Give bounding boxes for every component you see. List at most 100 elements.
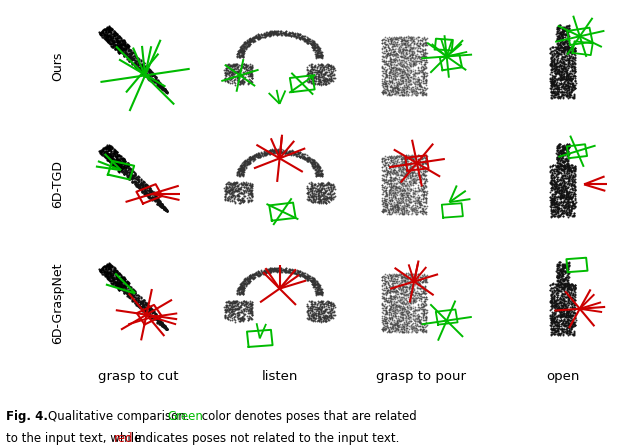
- Point: [408, 180, 418, 187]
- Point: [404, 67, 414, 74]
- Point: [223, 68, 233, 75]
- Point: [246, 77, 256, 84]
- Point: [381, 329, 392, 336]
- Point: [395, 79, 405, 86]
- Point: [244, 156, 255, 163]
- Point: [548, 66, 558, 73]
- Point: [272, 267, 282, 274]
- Point: [404, 60, 415, 67]
- Point: [397, 286, 407, 293]
- Point: [387, 284, 397, 291]
- Point: [241, 282, 251, 289]
- Point: [385, 272, 395, 279]
- Point: [398, 155, 408, 162]
- Point: [227, 183, 237, 190]
- Point: [309, 300, 319, 308]
- Point: [305, 78, 316, 85]
- Point: [138, 303, 148, 310]
- Point: [556, 207, 566, 214]
- Point: [389, 186, 399, 193]
- Point: [563, 189, 573, 196]
- Point: [116, 162, 126, 169]
- Point: [391, 287, 401, 294]
- Point: [241, 46, 251, 53]
- Point: [550, 300, 560, 308]
- Point: [131, 60, 141, 67]
- Point: [138, 182, 148, 189]
- Point: [396, 51, 406, 58]
- Point: [282, 150, 292, 157]
- Point: [124, 174, 134, 181]
- Point: [397, 210, 407, 217]
- Point: [553, 173, 563, 181]
- Point: [243, 66, 253, 73]
- Point: [154, 320, 164, 327]
- Point: [233, 49, 243, 56]
- Point: [559, 89, 570, 96]
- Point: [308, 46, 319, 53]
- Point: [380, 309, 390, 316]
- Point: [404, 278, 415, 286]
- Point: [396, 76, 406, 83]
- Point: [547, 310, 557, 317]
- Point: [406, 155, 416, 162]
- Point: [394, 322, 404, 329]
- Point: [307, 156, 317, 164]
- Point: [300, 154, 310, 161]
- Point: [564, 59, 574, 66]
- Point: [383, 156, 393, 163]
- Point: [383, 195, 394, 202]
- Point: [285, 30, 296, 37]
- Point: [140, 71, 150, 78]
- Point: [328, 75, 339, 82]
- Point: [380, 60, 390, 67]
- Point: [152, 318, 163, 325]
- Point: [140, 187, 150, 194]
- Point: [390, 36, 401, 43]
- Point: [552, 187, 563, 194]
- Point: [410, 317, 420, 325]
- Point: [559, 158, 570, 165]
- Point: [315, 287, 325, 294]
- Point: [136, 295, 146, 302]
- Point: [112, 38, 122, 46]
- Point: [109, 28, 119, 35]
- Point: [100, 147, 111, 154]
- Point: [294, 34, 304, 42]
- Point: [563, 45, 573, 52]
- Point: [561, 142, 572, 149]
- Point: [570, 85, 580, 92]
- Point: [399, 202, 410, 209]
- Point: [388, 154, 398, 161]
- Point: [224, 301, 234, 308]
- Point: [561, 168, 572, 175]
- Point: [314, 281, 324, 288]
- Point: [557, 28, 568, 35]
- Point: [243, 308, 253, 315]
- Point: [307, 65, 317, 72]
- Point: [221, 188, 232, 195]
- Point: [131, 297, 141, 304]
- Point: [161, 206, 172, 213]
- Point: [109, 266, 119, 273]
- Point: [556, 31, 566, 38]
- Point: [257, 152, 267, 159]
- Point: [147, 308, 157, 315]
- Point: [143, 72, 154, 80]
- Point: [221, 190, 232, 197]
- Point: [403, 290, 413, 297]
- Point: [123, 166, 133, 173]
- Point: [125, 288, 136, 295]
- Point: [283, 267, 293, 274]
- Point: [551, 46, 561, 53]
- Point: [138, 184, 148, 191]
- Point: [239, 287, 249, 294]
- Point: [556, 75, 566, 82]
- Point: [568, 168, 579, 175]
- Point: [556, 313, 566, 320]
- Point: [414, 75, 424, 82]
- Point: [249, 270, 259, 278]
- Point: [380, 271, 390, 278]
- Point: [406, 166, 417, 173]
- Point: [131, 297, 141, 304]
